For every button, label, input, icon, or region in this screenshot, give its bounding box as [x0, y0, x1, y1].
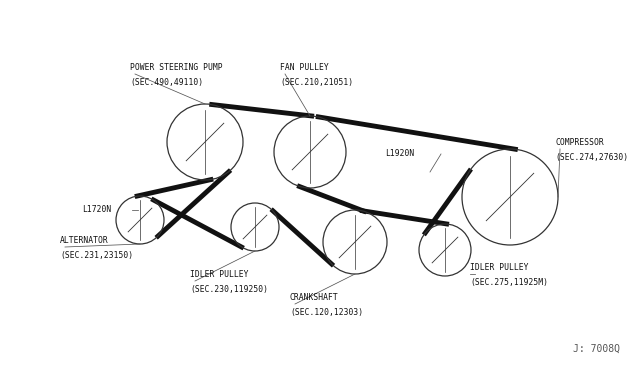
- Text: J: 7008Q: J: 7008Q: [573, 344, 620, 354]
- Text: (SEC.274,27630): (SEC.274,27630): [555, 153, 628, 162]
- Text: L1920N: L1920N: [385, 150, 414, 158]
- Text: (SEC.231,23150): (SEC.231,23150): [60, 251, 133, 260]
- Text: (SEC.490,49110): (SEC.490,49110): [130, 78, 203, 87]
- Text: (SEC.275,11925M): (SEC.275,11925M): [470, 278, 548, 287]
- Text: IDLER PULLEY: IDLER PULLEY: [470, 263, 529, 272]
- Text: CRANKSHAFT: CRANKSHAFT: [290, 293, 339, 302]
- Text: (SEC.120,12303): (SEC.120,12303): [290, 308, 363, 317]
- Text: IDLER PULLEY: IDLER PULLEY: [190, 270, 248, 279]
- Text: POWER STEERING PUMP: POWER STEERING PUMP: [130, 63, 223, 72]
- Text: COMPRESSOR: COMPRESSOR: [555, 138, 604, 147]
- Text: FAN PULLEY: FAN PULLEY: [280, 63, 329, 72]
- Text: (SEC.210,21051): (SEC.210,21051): [280, 78, 353, 87]
- Text: (SEC.230,119250): (SEC.230,119250): [190, 285, 268, 294]
- Text: L1720N: L1720N: [82, 205, 111, 215]
- Text: ALTERNATOR: ALTERNATOR: [60, 236, 109, 245]
